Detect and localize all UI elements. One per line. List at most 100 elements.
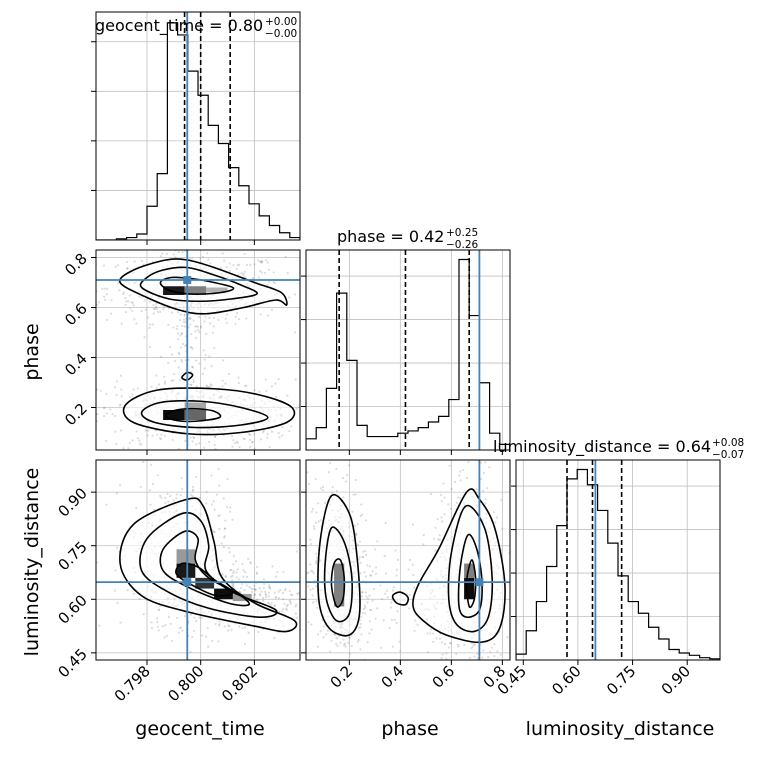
scatter-point [189, 436, 192, 439]
scatter-point [155, 305, 158, 308]
scatter-point [219, 266, 222, 269]
scatter-point [267, 595, 270, 598]
y-tick-label: 0.8 [61, 250, 91, 280]
scatter-point [486, 695, 488, 697]
scatter-point [128, 395, 132, 399]
scatter-point [175, 493, 178, 496]
scatter-point [322, 625, 325, 628]
scatter-point [154, 429, 157, 432]
scatter-point [220, 559, 223, 562]
scatter-point [178, 352, 181, 356]
scatter-point [363, 571, 366, 574]
scatter-point [138, 439, 141, 442]
scatter-point [126, 589, 129, 592]
scatter-point [190, 383, 193, 386]
contour-line [457, 533, 483, 619]
scatter-point [456, 496, 460, 499]
scatter-point [110, 312, 113, 315]
scatter-point [183, 325, 187, 328]
y-tick-label: 0.4 [61, 350, 91, 380]
scatter-point [365, 595, 368, 598]
scatter-point [311, 594, 314, 597]
scatter-point [390, 601, 393, 604]
scatter-point [198, 362, 201, 365]
scatter-point [381, 597, 384, 601]
scatter-point [206, 626, 209, 630]
scatter-point [119, 429, 123, 432]
scatter-point [308, 399, 310, 401]
histogram-luminosity_distance [516, 460, 720, 660]
scatter-point [143, 336, 146, 339]
scatter-point [148, 323, 152, 326]
density-cell [163, 286, 185, 295]
scatter-point [97, 301, 101, 304]
scatter-point [128, 294, 131, 297]
scatter-point [116, 264, 120, 267]
scatter-point [129, 307, 132, 310]
scatter-point [359, 622, 362, 626]
scatter-point [258, 587, 261, 590]
scatter-point [324, 393, 326, 395]
scatter-point [384, 572, 387, 575]
scatter-point [172, 326, 175, 329]
scatter-point [146, 316, 149, 319]
scatter-point [237, 578, 241, 581]
scatter-point [334, 642, 338, 646]
scatter-point [221, 379, 224, 382]
scatter-point [102, 264, 106, 267]
scatter-point [288, 589, 291, 592]
scatter-point [156, 474, 159, 477]
scatter-point [386, 596, 389, 599]
y-tick-label: 0.2 [61, 400, 91, 430]
scatter-point [396, 610, 399, 613]
scatter-point [157, 609, 160, 612]
scatter-point [307, 571, 310, 574]
scatter-point [447, 646, 451, 649]
scatter-point [142, 460, 145, 464]
scatter-point [322, 485, 325, 489]
contour-line [159, 530, 251, 607]
scatter-point [315, 556, 319, 559]
scatter-point [534, 586, 536, 588]
scatter-point [113, 589, 117, 592]
scatter-point [172, 372, 176, 376]
scatter-point [115, 393, 118, 397]
scatter-point [449, 642, 452, 645]
scatter-point [192, 379, 195, 382]
scatter-point [468, 689, 470, 691]
scatter-point [251, 440, 254, 443]
scatter-point [229, 569, 232, 572]
scatter-point [309, 588, 312, 591]
scatter-point [255, 571, 258, 574]
scatter-point [281, 434, 284, 437]
scatter-point [506, 636, 509, 639]
scatter-point [374, 572, 378, 576]
scatter-point [345, 473, 349, 477]
scatter-point [178, 627, 181, 630]
scatter-point [456, 643, 459, 646]
scatter-point [278, 607, 280, 609]
scatter-point [236, 441, 239, 444]
scatter-point [224, 574, 227, 578]
x-tick-label: 0.4 [378, 662, 408, 692]
density-cell [206, 287, 228, 293]
scatter-point [392, 585, 395, 589]
scatter-point [40, 266, 42, 268]
scatter-point [168, 453, 170, 455]
scatter-point [225, 265, 228, 269]
scatter-point [148, 345, 151, 348]
scatter-point [258, 390, 261, 393]
scatter-point [323, 501, 327, 505]
scatter-point [195, 443, 198, 446]
scatter-point [135, 506, 138, 510]
scatter-point [232, 264, 235, 267]
scatter-point [499, 653, 502, 656]
scatter-point [315, 600, 318, 603]
scatter-point [70, 395, 72, 397]
scatter-point [342, 496, 345, 499]
scatter-point [395, 622, 398, 625]
scatter-point [234, 559, 237, 563]
scatter-point [208, 322, 212, 325]
scatter-point [258, 260, 262, 263]
scatter-point [131, 439, 134, 442]
